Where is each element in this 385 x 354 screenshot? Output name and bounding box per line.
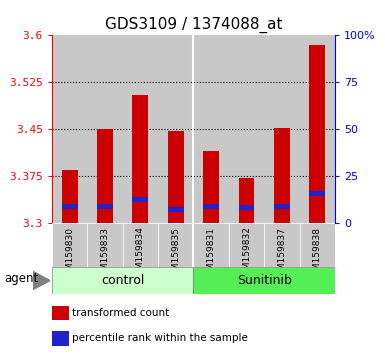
Bar <box>52 306 69 320</box>
Bar <box>168 131 184 223</box>
Bar <box>229 223 264 267</box>
Bar <box>52 267 193 294</box>
Bar <box>193 223 229 267</box>
Bar <box>239 205 254 210</box>
Bar <box>309 45 325 223</box>
Bar <box>123 35 158 223</box>
Bar <box>132 95 148 223</box>
Bar <box>193 267 353 294</box>
Polygon shape <box>33 271 50 290</box>
Text: GSM159832: GSM159832 <box>242 227 251 281</box>
Bar <box>193 35 229 223</box>
Bar <box>300 35 335 223</box>
Bar <box>52 331 69 346</box>
Bar <box>300 223 335 267</box>
Bar <box>62 204 78 209</box>
Bar <box>52 223 87 267</box>
Text: GSM159837: GSM159837 <box>277 227 286 281</box>
Bar <box>309 191 325 196</box>
Bar <box>264 223 300 267</box>
Bar <box>203 151 219 223</box>
Text: GSM159835: GSM159835 <box>171 227 180 281</box>
Text: Sunitinib: Sunitinib <box>237 274 292 287</box>
Text: GSM159838: GSM159838 <box>313 227 322 281</box>
Bar <box>132 198 148 202</box>
Text: agent: agent <box>4 272 38 285</box>
Bar <box>274 128 290 223</box>
Bar <box>123 223 158 267</box>
Bar <box>97 129 113 223</box>
Text: transformed count: transformed count <box>72 308 169 318</box>
Bar <box>158 223 193 267</box>
Title: GDS3109 / 1374088_at: GDS3109 / 1374088_at <box>105 16 282 33</box>
Bar <box>203 204 219 209</box>
Bar <box>274 204 290 209</box>
Bar <box>264 35 300 223</box>
Bar <box>97 204 113 209</box>
Bar <box>62 170 78 223</box>
Text: percentile rank within the sample: percentile rank within the sample <box>72 333 248 343</box>
Bar <box>239 178 254 223</box>
Text: GSM159833: GSM159833 <box>100 227 110 281</box>
Text: GSM159830: GSM159830 <box>65 227 74 281</box>
Bar <box>87 35 123 223</box>
Bar <box>158 35 193 223</box>
Bar <box>87 223 123 267</box>
Bar <box>229 35 264 223</box>
Bar <box>52 35 87 223</box>
Text: control: control <box>101 274 144 287</box>
Text: GSM159831: GSM159831 <box>207 227 216 281</box>
Bar <box>168 207 184 212</box>
Text: GSM159834: GSM159834 <box>136 227 145 281</box>
